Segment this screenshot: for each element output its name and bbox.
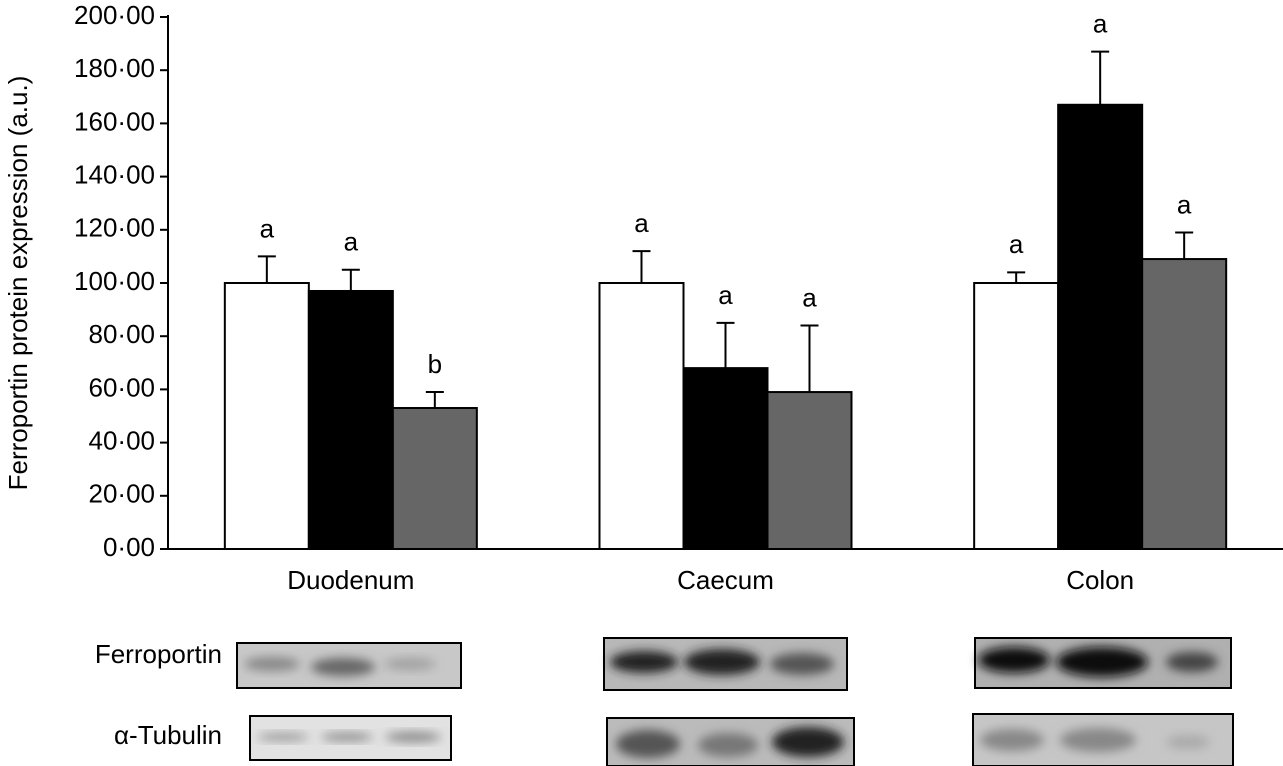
y-tick-label: 0·00 [103,532,155,562]
y-tick-label: 180·00 [74,53,155,83]
x-tick-label: Duodenum [287,565,414,595]
significance-letter: a [718,280,733,310]
bar [1141,258,1228,550]
bar [1057,103,1144,550]
y-tick-label: 80·00 [89,319,156,349]
x-tick-label: Colon [1066,565,1134,595]
y-tick-label: 120·00 [74,213,155,243]
significance-letter: a [1009,229,1024,259]
bar [973,282,1060,550]
y-tick-label: 200·00 [74,0,155,30]
bar [223,282,310,550]
blot-image [236,637,1234,766]
bar [598,282,685,550]
blot-label: Ferroportin [95,639,222,669]
y-tick-label: 100·00 [74,266,155,296]
significance-letter: a [1093,8,1108,38]
y-tick-label: 140·00 [74,159,155,189]
x-tick-label: Caecum [677,565,774,595]
bar [391,407,478,550]
significance-letter: a [344,227,359,257]
y-axis-label: Ferroportin protein expression (a.u.) [3,76,33,491]
bar [766,391,853,550]
significance-letter: a [260,213,275,243]
bar [307,289,394,550]
significance-letter: b [428,349,442,379]
y-tick-label: 60·00 [89,372,156,402]
bar [682,367,769,550]
y-tick-label: 40·00 [89,425,156,455]
significance-letter: a [802,282,817,312]
significance-letter: a [634,208,649,238]
significance-letter: a [1177,189,1192,219]
y-tick-label: 160·00 [74,106,155,136]
blot-label: α-Tubulin [114,720,222,750]
y-tick-label: 20·00 [89,479,156,509]
